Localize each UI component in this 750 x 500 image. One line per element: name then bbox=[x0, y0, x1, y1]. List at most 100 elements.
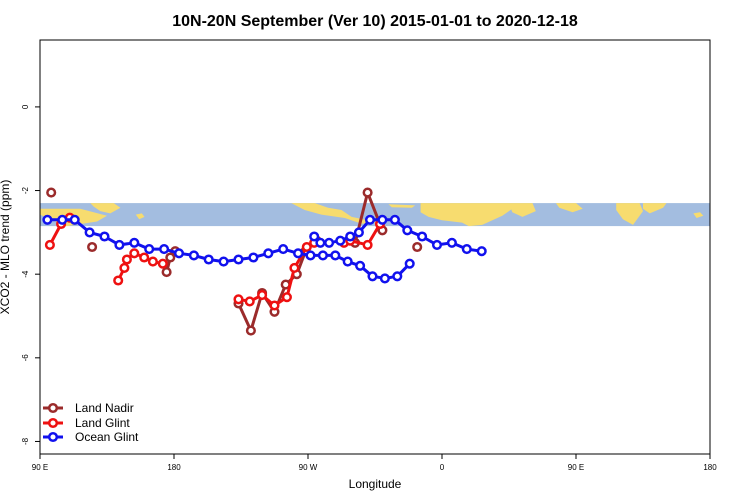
data-point bbox=[203, 254, 214, 265]
data-point bbox=[431, 239, 443, 250]
data-point bbox=[269, 300, 280, 311]
data-point bbox=[355, 260, 366, 271]
chart-title: 10N-20N September (Ver 10) 2015-01-01 to… bbox=[172, 13, 578, 30]
data-point bbox=[377, 214, 388, 225]
data-point bbox=[389, 214, 400, 225]
data-point bbox=[417, 231, 428, 242]
data-point bbox=[289, 262, 300, 273]
data-point bbox=[144, 244, 155, 255]
map-land-central-america bbox=[291, 203, 379, 224]
data-point bbox=[476, 246, 487, 257]
series-ocean-glint bbox=[42, 214, 415, 284]
x-tick-label: 0 bbox=[440, 463, 445, 472]
legend-label-land-nadir: Land Nadir bbox=[75, 401, 134, 415]
data-point bbox=[42, 214, 53, 225]
data-point bbox=[119, 262, 130, 273]
series-layer bbox=[42, 187, 487, 336]
legend-item-ocean-glint: Ocean Glint bbox=[43, 430, 139, 444]
map-land-asia-east bbox=[643, 203, 667, 214]
y-tick-label: -2 bbox=[21, 186, 30, 194]
data-point bbox=[159, 244, 170, 255]
data-point bbox=[69, 214, 80, 225]
data-point bbox=[301, 241, 312, 253]
data-point bbox=[129, 248, 140, 259]
data-point bbox=[114, 239, 125, 250]
data-point bbox=[233, 294, 244, 305]
y-axis-label: XCO2 - MLO trend (ppm) bbox=[0, 180, 12, 315]
map-land-se-asia bbox=[90, 203, 121, 214]
data-point bbox=[309, 231, 320, 242]
data-point bbox=[99, 231, 110, 242]
data-point bbox=[305, 250, 316, 261]
data-point bbox=[147, 256, 158, 267]
data-point bbox=[345, 231, 356, 242]
data-point bbox=[392, 271, 403, 282]
data-point bbox=[161, 267, 172, 278]
data-point bbox=[87, 241, 98, 253]
data-point bbox=[293, 248, 304, 259]
data-point bbox=[461, 244, 472, 255]
data-point bbox=[362, 187, 373, 198]
x-tick-label: 90 E bbox=[568, 463, 584, 472]
data-point bbox=[317, 250, 328, 261]
data-point bbox=[342, 256, 353, 267]
legend-item-land-glint: Land Glint bbox=[43, 416, 130, 430]
data-point bbox=[379, 273, 390, 284]
data-point bbox=[57, 214, 68, 225]
map-land-philippines bbox=[135, 213, 145, 220]
data-point bbox=[353, 227, 364, 238]
legend-item-land-nadir: Land Nadir bbox=[43, 401, 134, 415]
map-land-africa-east bbox=[509, 203, 536, 217]
map-land-india-east bbox=[616, 203, 643, 225]
legend-label-ocean-glint: Ocean Glint bbox=[75, 430, 139, 444]
data-point bbox=[113, 275, 124, 286]
legend-label-land-glint: Land Glint bbox=[75, 416, 130, 430]
data-point bbox=[446, 237, 457, 248]
data-point bbox=[263, 248, 274, 259]
data-point bbox=[335, 235, 346, 246]
data-point bbox=[121, 254, 132, 265]
data-point bbox=[129, 237, 140, 248]
data-point bbox=[188, 250, 199, 261]
x-axis-label: Longitude bbox=[349, 477, 402, 491]
x-tick-label: 180 bbox=[703, 463, 717, 472]
x-tick-label: 90 W bbox=[299, 463, 318, 472]
y-tick-label: -4 bbox=[21, 270, 30, 278]
data-point bbox=[412, 241, 423, 253]
map-land-arabia bbox=[555, 203, 583, 213]
data-point bbox=[330, 250, 341, 261]
map-land-philippines-east bbox=[693, 212, 704, 218]
data-point bbox=[173, 248, 185, 259]
data-point bbox=[362, 239, 373, 250]
data-point bbox=[257, 290, 268, 301]
data-point bbox=[404, 258, 415, 269]
y-tick-label: -8 bbox=[21, 437, 30, 445]
y-tick-label: -6 bbox=[21, 354, 30, 362]
data-point bbox=[324, 237, 335, 248]
legend: Land Nadir Land Glint Ocean Glint bbox=[43, 401, 139, 444]
data-point bbox=[165, 252, 176, 263]
data-point bbox=[278, 244, 289, 255]
data-point bbox=[46, 187, 57, 198]
y-axis-ticks: 0 -2 -4 -6 -8 bbox=[21, 104, 40, 445]
data-point bbox=[157, 258, 168, 269]
data-point bbox=[364, 214, 376, 225]
data-point bbox=[44, 239, 55, 250]
data-point bbox=[315, 237, 326, 248]
x-tick-label: 180 bbox=[167, 463, 181, 472]
map-land-caribbean bbox=[388, 204, 416, 208]
series-ocean-glint-east bbox=[309, 214, 487, 257]
data-point bbox=[367, 271, 378, 282]
data-point bbox=[248, 252, 259, 263]
data-point bbox=[245, 325, 256, 336]
series-line bbox=[47, 218, 411, 280]
data-point bbox=[281, 292, 292, 303]
y-tick-label: 0 bbox=[21, 104, 30, 109]
map-land-africa bbox=[420, 203, 513, 227]
plot-frame bbox=[39, 39, 711, 455]
data-point bbox=[233, 254, 244, 265]
x-tick-label: 90 E bbox=[32, 463, 48, 472]
x-axis-ticks: 90 E 180 90 W 0 90 E 180 bbox=[32, 454, 717, 472]
data-point bbox=[244, 296, 255, 307]
